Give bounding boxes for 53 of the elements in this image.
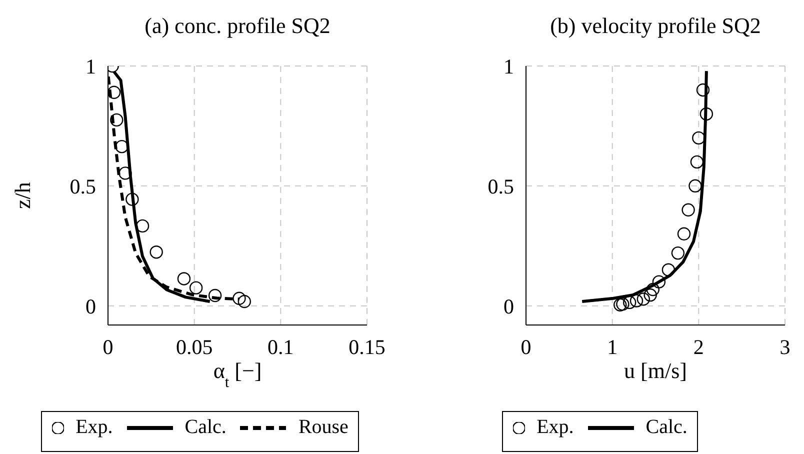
point bbox=[652, 275, 666, 288]
x-tick-label: 0.1 bbox=[268, 334, 294, 359]
x-tick-label: 3 bbox=[780, 334, 790, 359]
point bbox=[232, 292, 246, 305]
point bbox=[126, 192, 139, 206]
x-tick-label: 0 bbox=[520, 334, 532, 359]
point bbox=[671, 246, 685, 260]
chart-title: (b) velocity profile SQ2 bbox=[550, 13, 761, 38]
y-tick-label: 0 bbox=[86, 294, 96, 318]
chart-title: (a) conc. profile SQ2 bbox=[144, 13, 330, 38]
y-tick-label: 1 bbox=[86, 54, 96, 78]
x-tick-label: 0.15 bbox=[348, 334, 386, 359]
point bbox=[208, 288, 222, 302]
x-tick-label: 2 bbox=[693, 334, 704, 359]
point bbox=[108, 86, 121, 99]
y-tick-label: 0 bbox=[504, 294, 514, 318]
point bbox=[636, 292, 650, 306]
point bbox=[616, 298, 630, 311]
point bbox=[688, 179, 702, 193]
point bbox=[238, 294, 252, 308]
x-axis-title: α$_{t}$ [−] bbox=[213, 358, 262, 390]
point bbox=[700, 107, 714, 121]
point bbox=[177, 272, 191, 286]
point bbox=[115, 140, 128, 154]
point bbox=[662, 263, 676, 276]
y-tick-label: 1 bbox=[504, 54, 514, 78]
point bbox=[630, 294, 644, 308]
point bbox=[690, 155, 704, 169]
y-tick-label: 0.5 bbox=[70, 174, 96, 198]
x-tick-label: 0.05 bbox=[176, 334, 213, 359]
x-axis-title: u [m/s] bbox=[624, 358, 687, 383]
point bbox=[682, 203, 695, 216]
y-tick-label: 0.5 bbox=[488, 174, 514, 198]
point bbox=[677, 227, 691, 240]
point bbox=[644, 288, 657, 302]
legend-label: Calc. bbox=[646, 416, 688, 439]
point bbox=[136, 219, 150, 233]
point bbox=[696, 83, 710, 97]
legend-label: Rouse bbox=[298, 416, 348, 439]
point bbox=[646, 282, 660, 296]
point bbox=[110, 113, 124, 127]
x-tick-label: 0 bbox=[102, 334, 114, 359]
y-axis-title: z/h bbox=[10, 182, 35, 209]
x-tick-label: 1 bbox=[607, 334, 618, 359]
point bbox=[614, 298, 627, 312]
legend-label: Exp. bbox=[76, 416, 113, 439]
point bbox=[150, 245, 163, 259]
point bbox=[118, 166, 132, 180]
point bbox=[692, 131, 706, 145]
legend-label: Calc. bbox=[184, 416, 226, 439]
point bbox=[623, 296, 636, 310]
point bbox=[189, 281, 203, 294]
legend-label: Exp. bbox=[536, 416, 574, 439]
